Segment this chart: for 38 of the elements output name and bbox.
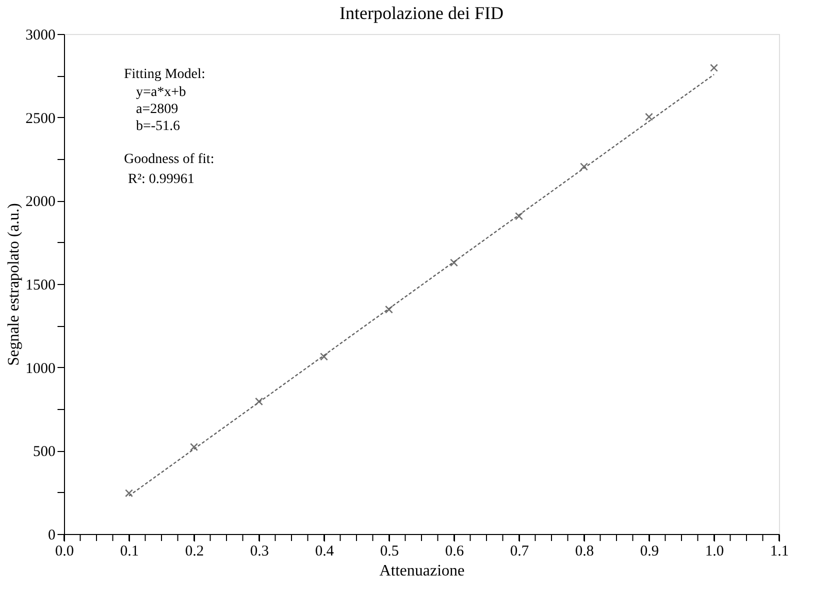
y-tick-label: 1000 (26, 360, 56, 377)
chart-title: Interpolazione dei FID (340, 3, 504, 23)
point (710, 64, 718, 72)
point (580, 162, 588, 171)
x-axis-title: Attenuazione (379, 562, 465, 580)
x-tick-label: 0.5 (380, 544, 399, 560)
annotation: R²: 0.99961 (128, 172, 194, 187)
point (254, 397, 264, 406)
y-tick-label: 500 (33, 444, 56, 460)
x-tick-label: 0.1 (120, 544, 139, 560)
x-tick-label: 0.9 (640, 544, 659, 560)
y-tick-label: 1500 (26, 278, 56, 294)
y-tick-label: 2500 (26, 110, 56, 127)
x-tick-label: 1.1 (770, 544, 789, 560)
x-tick-label: 1.0 (705, 544, 724, 560)
annotation: y=a*x+b (136, 85, 186, 100)
y-axis-title: Segnale estrapolato (a.u.) (6, 203, 22, 366)
point (320, 352, 328, 361)
y-tick-label: 3000 (26, 28, 56, 44)
annotation: b=-51.6 (136, 119, 180, 134)
x-tick-label: 0.7 (510, 544, 530, 560)
annotation: a=2809 (136, 102, 178, 117)
x-tick-label: 0.8 (575, 544, 594, 560)
x-tick-label: 0.4 (315, 544, 334, 560)
x-tick-label: 0.6 (445, 544, 464, 560)
x-tick-label: 0.0 (55, 544, 74, 560)
y-tick-label: 2000 (26, 194, 56, 210)
annotation: Goodness of fit: (124, 152, 214, 167)
annotation: Fitting Model: (124, 67, 206, 82)
point (384, 305, 394, 314)
point (190, 442, 198, 452)
point (644, 112, 654, 121)
y-tick-label: 0 (48, 528, 56, 544)
point (450, 258, 458, 267)
x-tick-label: 0.2 (185, 544, 204, 560)
point (514, 212, 524, 220)
point (124, 489, 134, 498)
x-tick-label: 0.3 (250, 544, 269, 560)
